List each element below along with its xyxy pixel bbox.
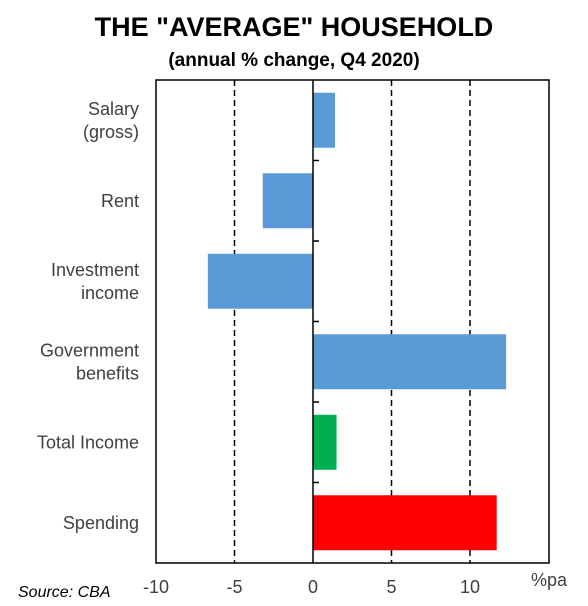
bar-3 — [313, 334, 507, 390]
category-label-3-1: benefits — [76, 363, 139, 383]
category-label-2-0: Investment — [51, 260, 139, 280]
category-label-1-0: Rent — [101, 191, 139, 211]
category-label-4-0: Total Income — [37, 432, 139, 452]
x-tick-label--10: -10 — [143, 577, 169, 597]
bar-4 — [313, 414, 337, 470]
chart-title: THE "AVERAGE" HOUSEHOLD — [94, 12, 494, 42]
category-label-0-0: Salary — [88, 99, 139, 119]
category-label-2-1: income — [81, 283, 139, 303]
x-axis-label: %pa — [531, 570, 568, 590]
bar-1 — [262, 173, 313, 229]
chart-subtitle: (annual % change, Q4 2020) — [168, 50, 420, 71]
bar-2 — [207, 253, 313, 309]
plot-frame — [155, 79, 550, 564]
x-tick-label-0: 0 — [308, 577, 318, 597]
bar-5 — [313, 495, 497, 551]
category-label-0-1: (gross) — [83, 122, 139, 142]
category-label-5-0: Spending — [63, 513, 139, 533]
bar-0 — [313, 92, 335, 148]
x-tick-label-5: 5 — [386, 577, 396, 597]
x-tick-label-10: 10 — [460, 577, 480, 597]
source-note: Source: CBA — [18, 584, 111, 601]
x-tick-label--5: -5 — [226, 577, 242, 597]
category-label-3-0: Government — [40, 340, 139, 360]
